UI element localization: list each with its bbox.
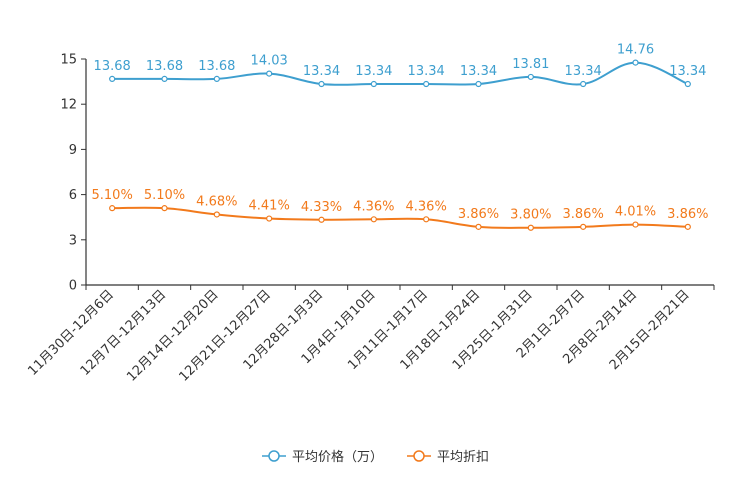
data-point bbox=[632, 59, 639, 66]
data-point bbox=[370, 80, 377, 88]
data-label: 4.01% bbox=[615, 205, 656, 220]
data-point bbox=[580, 223, 587, 230]
data-label: 13.34 bbox=[355, 64, 392, 79]
data-label: 13.68 bbox=[146, 59, 183, 74]
y-tick-label: 3 bbox=[69, 233, 77, 248]
data-point bbox=[684, 80, 691, 88]
x-tick-label: 11月30日-12月6日 bbox=[25, 287, 117, 379]
series-line-price bbox=[112, 61, 689, 86]
data-point bbox=[684, 223, 691, 230]
data-point bbox=[527, 73, 534, 81]
data-label: 4.68% bbox=[196, 194, 237, 209]
data-label: 3.86% bbox=[563, 207, 604, 222]
data-point bbox=[109, 75, 116, 82]
data-label: 13.81 bbox=[512, 57, 549, 72]
y-tick-label: 6 bbox=[69, 188, 77, 203]
y-tick-label: 15 bbox=[60, 53, 77, 68]
x-tick-label: 12月14日-12月20日 bbox=[124, 287, 221, 384]
data-label: 14.76 bbox=[617, 43, 654, 58]
data-label: 13.34 bbox=[669, 64, 706, 79]
data-label: 13.34 bbox=[303, 64, 340, 79]
legend-label: 平均价格（万） bbox=[292, 449, 383, 465]
data-label: 3.86% bbox=[458, 207, 499, 222]
y-tick-label: 12 bbox=[60, 98, 77, 113]
data-label: 14.03 bbox=[251, 54, 288, 69]
data-label: 13.68 bbox=[198, 59, 235, 74]
data-point bbox=[527, 224, 534, 231]
data-label: 4.33% bbox=[301, 200, 342, 215]
data-point bbox=[109, 205, 116, 212]
data-point bbox=[318, 216, 325, 223]
data-label: 13.34 bbox=[460, 64, 497, 79]
data-point bbox=[423, 216, 430, 223]
data-label: 3.86% bbox=[667, 207, 708, 222]
data-label: 5.10% bbox=[92, 188, 133, 203]
x-tick-label: 12月21日-12月27日 bbox=[177, 287, 274, 384]
data-point bbox=[161, 75, 168, 82]
data-label: 5.10% bbox=[144, 188, 185, 203]
data-label: 4.36% bbox=[353, 199, 394, 214]
data-point bbox=[423, 80, 430, 88]
data-point bbox=[213, 211, 220, 218]
data-point bbox=[370, 216, 377, 223]
data-label: 4.36% bbox=[406, 199, 447, 214]
legend-marker-icon bbox=[268, 450, 280, 462]
data-point bbox=[161, 205, 168, 212]
data-label: 13.68 bbox=[94, 59, 131, 74]
data-point bbox=[266, 70, 273, 77]
y-tick-label: 0 bbox=[69, 279, 77, 294]
y-tick-label: 9 bbox=[69, 143, 77, 158]
data-point bbox=[580, 80, 587, 88]
data-label: 13.34 bbox=[565, 64, 602, 79]
data-label: 4.41% bbox=[249, 199, 290, 214]
series-line-discount bbox=[112, 206, 688, 229]
data-point bbox=[213, 75, 220, 82]
legend-label: 平均折扣 bbox=[437, 450, 489, 465]
data-point bbox=[318, 80, 325, 88]
data-point bbox=[632, 221, 639, 228]
data-point bbox=[475, 223, 482, 230]
data-point bbox=[475, 80, 482, 88]
legend-marker-icon bbox=[413, 450, 425, 462]
data-label: 3.80% bbox=[510, 208, 551, 223]
data-label: 13.34 bbox=[408, 64, 445, 79]
data-point bbox=[266, 215, 273, 222]
